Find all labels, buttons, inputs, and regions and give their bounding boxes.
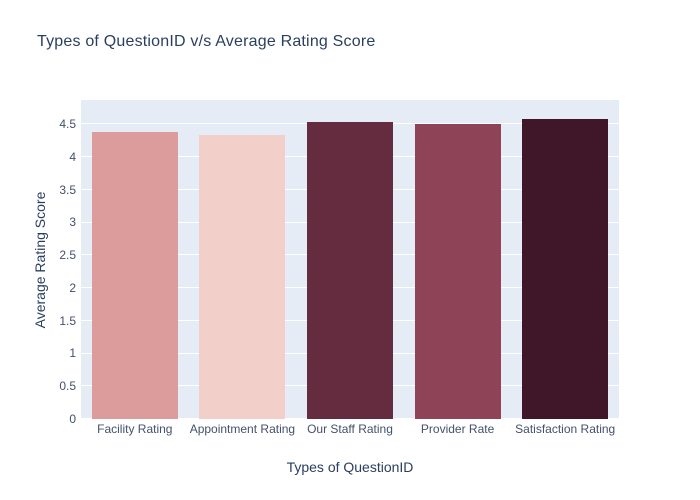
x-tick-label: Appointment Rating	[189, 422, 296, 436]
bar-appointment-rating[interactable]	[199, 134, 286, 419]
y-tick-label: 1	[69, 346, 76, 361]
y-tick-label: 3.5	[59, 182, 76, 197]
x-tick-label: Our Staff Rating	[307, 422, 393, 436]
y-tick-label: 1.5	[59, 313, 76, 328]
x-tick-label: Provider Rate	[420, 422, 495, 436]
y-tick-label: 4	[69, 149, 76, 164]
plot-area[interactable]	[81, 100, 619, 419]
y-tick-label: 2.5	[59, 248, 76, 263]
y-tick-label: 4.5	[59, 117, 76, 132]
bar-provider-rate[interactable]	[414, 124, 501, 419]
bar-satisfaction-rating[interactable]	[522, 119, 609, 419]
x-axis-title: Types of QuestionID	[286, 459, 414, 475]
bar-facility-rating[interactable]	[91, 132, 178, 419]
y-tick-label: 3	[69, 215, 76, 230]
bar-our-staff-rating[interactable]	[307, 121, 393, 419]
x-tick-label: Satisfaction Rating	[515, 422, 616, 436]
chart-title: Types of QuestionID v/s Average Rating S…	[37, 33, 376, 50]
y-tick-label: 0.5	[59, 379, 76, 394]
y-tick-label: 0	[69, 412, 76, 426]
y-tick-label: 2	[69, 280, 76, 295]
x-tick-label: Facility Rating	[97, 422, 173, 436]
